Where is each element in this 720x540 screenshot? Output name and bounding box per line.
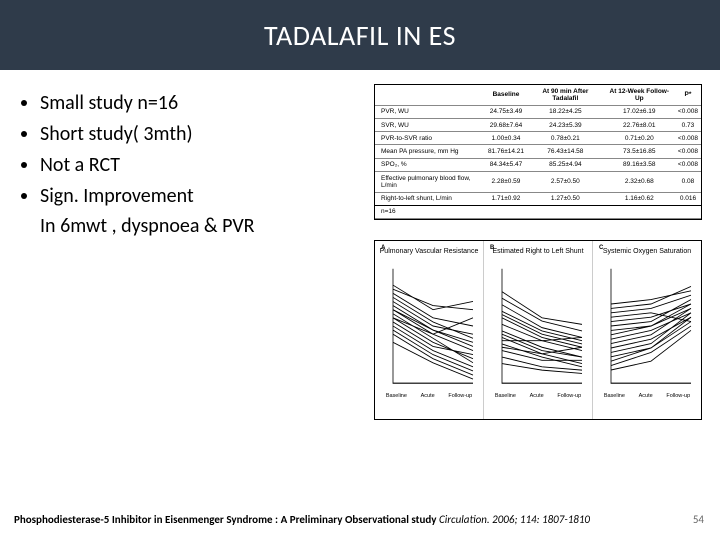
chart-shunt: B Estimated Right to Left Shunt Baseline… <box>484 241 593 419</box>
table-header: At 90 min After Tadalafil <box>527 85 604 105</box>
chart-pvr: A Pulmonary Vascular Resistance Baseline… <box>375 241 484 419</box>
chart-svg <box>597 261 697 391</box>
table-row: n=16 <box>375 205 701 218</box>
charts-panel: A Pulmonary Vascular Resistance Baseline… <box>374 240 702 420</box>
results-table-panel: Baseline At 90 min After Tadalafil At 12… <box>374 84 702 220</box>
bullet-item: Short study( 3mth) <box>40 121 362 148</box>
slide: TADALAFIL IN ES Small study n=16 Short s… <box>0 0 720 540</box>
table-row: Right-to-left shunt, L/min1.71±0.921.27±… <box>375 192 701 205</box>
chart-letter: B <box>490 245 494 251</box>
table-header: P* <box>675 85 701 105</box>
chart-svg <box>379 261 479 391</box>
table-row: Effective pulmonary blood flow, L/min2.2… <box>375 171 701 192</box>
chart-title: Systemic Oxygen Saturation <box>597 248 697 255</box>
slide-title: TADALAFIL IN ES <box>264 18 456 53</box>
title-bar: TADALAFIL IN ES <box>0 0 720 70</box>
bullet-list: Small study n=16 Short study( 3mth) Not … <box>22 90 362 210</box>
table-header: Baseline <box>485 85 527 105</box>
bullet-block: Small study n=16 Short study( 3mth) Not … <box>22 90 362 238</box>
bullet-item: Sign. Improvement <box>40 183 362 210</box>
chart-title: Pulmonary Vascular Resistance <box>379 248 479 255</box>
chart-letter: C <box>599 245 603 251</box>
bullet-indent: In 6mwt , dyspnoea & PVR <box>40 214 362 238</box>
table-row: Mean PA pressure, mm Hg81.76±14.2176.43±… <box>375 145 701 158</box>
bullet-item: Not a RCT <box>40 152 362 179</box>
table-row: PVR, WU24.75±3.4918.22±4.2517.02±6.19<0.… <box>375 105 701 118</box>
chart-svg <box>488 261 588 391</box>
results-table: Baseline At 90 min After Tadalafil At 12… <box>375 85 701 219</box>
table-header: At 12-Week Follow-Up <box>604 85 675 105</box>
reference-citation: Circulation. 2006; 114: 1807-1810 <box>439 513 590 526</box>
chart-xaxis: Baseline Acute Follow-up <box>597 393 697 399</box>
footer-reference: Phosphodiesterase-5 Inhibitor in Eisenme… <box>14 513 706 526</box>
bullet-item: Small study n=16 <box>40 90 362 117</box>
chart-letter: A <box>381 245 385 251</box>
chart-xaxis: Baseline Acute Follow-up <box>488 393 588 399</box>
chart-sat: C Systemic Oxygen Saturation Baseline Ac… <box>593 241 701 419</box>
table-row: PVR-to-SVR ratio1.00±0.340.78±0.210.71±0… <box>375 132 701 145</box>
reference-title: Phosphodiesterase-5 Inhibitor in Eisenme… <box>14 513 439 526</box>
table-header-row: Baseline At 90 min After Tadalafil At 12… <box>375 85 701 105</box>
table-row: SVR, WU29.68±7.6424.23±5.3922.76±8.010.7… <box>375 118 701 131</box>
page-number: 54 <box>693 513 704 526</box>
table-row: SPO₂, %84.34±5.4785.25±4.9489.16±3.58<0.… <box>375 158 701 171</box>
chart-title: Estimated Right to Left Shunt <box>488 248 588 255</box>
chart-xaxis: Baseline Acute Follow-up <box>379 393 479 399</box>
table-header <box>375 85 485 105</box>
